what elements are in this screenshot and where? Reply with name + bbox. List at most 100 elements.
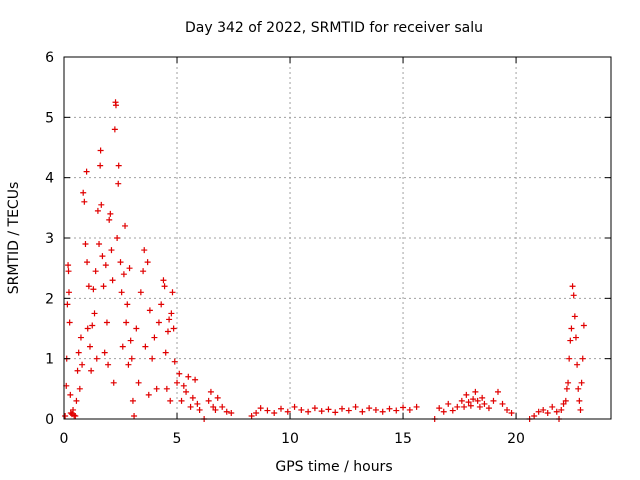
data-point bbox=[91, 310, 98, 317]
data-point bbox=[162, 349, 169, 356]
data-point bbox=[115, 162, 122, 169]
data-point bbox=[277, 405, 284, 412]
data-point bbox=[178, 397, 185, 404]
data-point bbox=[400, 404, 407, 411]
data-point bbox=[223, 408, 230, 415]
y-axis-label: SRMTID / TECUs bbox=[6, 182, 22, 295]
data-point bbox=[135, 379, 142, 386]
data-point bbox=[118, 289, 125, 296]
data-point bbox=[189, 394, 196, 401]
data-point bbox=[171, 358, 178, 365]
data-point bbox=[580, 322, 587, 329]
data-point bbox=[65, 268, 72, 275]
data-point bbox=[569, 283, 576, 290]
data-point bbox=[67, 409, 74, 416]
data-point bbox=[158, 301, 165, 308]
data-point bbox=[92, 268, 99, 275]
data-point bbox=[84, 259, 91, 266]
data-point bbox=[508, 409, 515, 416]
axis-ticks: 0 5 10 15 20 0 1 2 3 4 5 6 bbox=[45, 50, 611, 447]
data-point bbox=[112, 102, 119, 109]
data-point bbox=[140, 268, 147, 275]
data-point bbox=[470, 396, 477, 403]
data-point bbox=[372, 406, 379, 413]
data-point bbox=[89, 322, 96, 329]
data-point bbox=[145, 391, 152, 398]
data-point bbox=[572, 334, 579, 341]
data-point bbox=[153, 385, 160, 392]
data-point bbox=[291, 403, 298, 410]
data-point bbox=[210, 403, 217, 410]
y-tick-label: 4 bbox=[45, 171, 54, 187]
data-point bbox=[146, 307, 153, 314]
data-point bbox=[549, 403, 556, 410]
data-point bbox=[570, 292, 577, 299]
data-point bbox=[97, 162, 104, 169]
data-point bbox=[81, 198, 88, 205]
data-point bbox=[90, 286, 97, 293]
data-point bbox=[494, 388, 501, 395]
data-point bbox=[141, 247, 148, 254]
data-point bbox=[553, 408, 560, 415]
data-point bbox=[284, 408, 291, 415]
data-point bbox=[194, 400, 201, 407]
data-point bbox=[463, 391, 470, 398]
data-point bbox=[77, 334, 84, 341]
data-point bbox=[352, 403, 359, 410]
data-point bbox=[67, 391, 74, 398]
data-points bbox=[62, 99, 587, 422]
y-tick-label: 1 bbox=[45, 352, 54, 368]
data-point bbox=[126, 265, 133, 272]
data-point bbox=[123, 319, 130, 326]
data-point bbox=[122, 222, 129, 229]
data-point bbox=[574, 361, 581, 368]
data-point bbox=[85, 283, 92, 290]
data-point bbox=[490, 397, 497, 404]
grid-lines bbox=[64, 57, 611, 419]
y-tick-label: 3 bbox=[45, 231, 54, 247]
data-point bbox=[504, 406, 511, 413]
data-point bbox=[129, 397, 136, 404]
data-point bbox=[359, 408, 366, 415]
data-point bbox=[76, 385, 83, 392]
data-point bbox=[366, 405, 373, 412]
data-point bbox=[577, 406, 584, 413]
data-point bbox=[144, 259, 151, 266]
data-point bbox=[131, 412, 138, 419]
data-point bbox=[65, 289, 72, 296]
data-point bbox=[544, 409, 551, 416]
data-point bbox=[82, 241, 89, 248]
data-point bbox=[214, 394, 221, 401]
data-point bbox=[119, 343, 126, 350]
data-point bbox=[125, 361, 132, 368]
data-point bbox=[115, 180, 122, 187]
data-point bbox=[476, 403, 483, 410]
data-point bbox=[98, 201, 105, 208]
data-point bbox=[66, 319, 73, 326]
data-point bbox=[257, 405, 264, 412]
data-point bbox=[108, 247, 115, 254]
data-point bbox=[576, 397, 583, 404]
data-point bbox=[379, 408, 386, 415]
data-point bbox=[166, 316, 173, 323]
data-point bbox=[248, 412, 255, 419]
data-point bbox=[180, 382, 187, 389]
data-point bbox=[100, 283, 107, 290]
y-tick-label: 0 bbox=[45, 412, 54, 428]
data-point bbox=[94, 207, 101, 214]
data-point bbox=[102, 262, 109, 269]
x-tick-label: 10 bbox=[281, 431, 299, 447]
data-point bbox=[318, 408, 325, 415]
data-point bbox=[65, 262, 72, 269]
data-point bbox=[88, 367, 95, 374]
data-point bbox=[120, 271, 127, 278]
data-point bbox=[535, 408, 542, 415]
data-point bbox=[264, 407, 271, 414]
y-tick-label: 6 bbox=[45, 50, 54, 66]
data-point bbox=[164, 328, 171, 335]
data-point bbox=[305, 408, 312, 415]
data-point bbox=[142, 343, 149, 350]
data-point bbox=[99, 253, 106, 260]
data-point bbox=[62, 412, 69, 419]
data-point bbox=[187, 403, 194, 410]
